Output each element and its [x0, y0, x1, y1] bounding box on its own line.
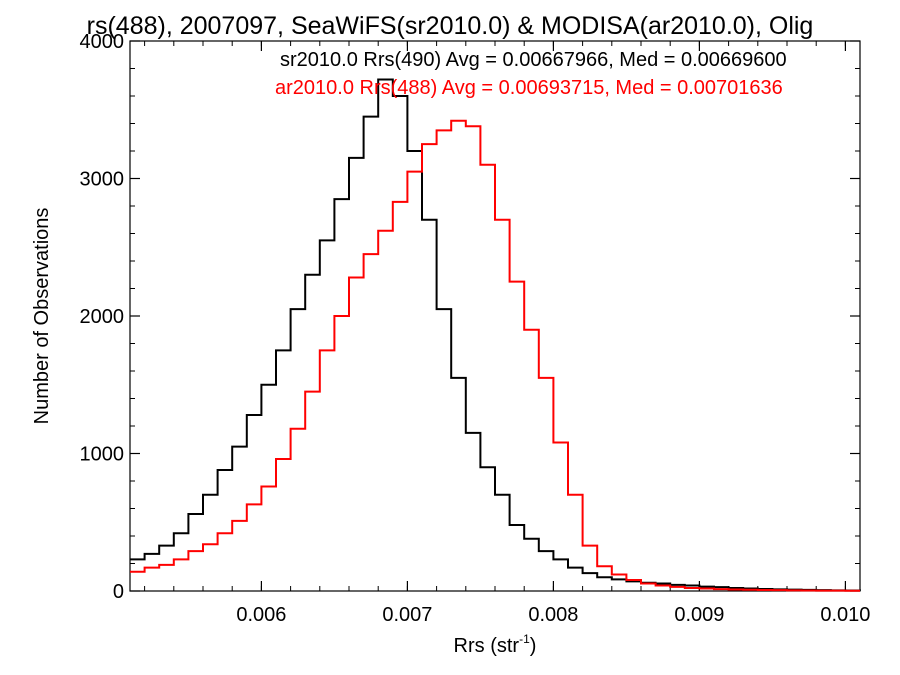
- series-line-sr2010.0: [130, 78, 861, 592]
- y-tick-label: 2000: [80, 306, 125, 328]
- y-tick-label: 4000: [80, 31, 125, 53]
- y-tick-label: 0: [113, 581, 124, 603]
- y-tick-label: 1000: [80, 444, 125, 466]
- legend-entry-ar2010: ar2010.0 Rrs(488) Avg = 0.00693715, Med …: [275, 77, 783, 99]
- x-axis-label-sup: -1: [519, 632, 530, 646]
- series-line-ar2010.0: [130, 119, 860, 592]
- x-axis-label-main: Rrs (str: [454, 635, 520, 657]
- y-axis-ticks: 0 1000 2000 3000 4000: [80, 31, 860, 603]
- x-tick-label: 0.010: [820, 604, 870, 626]
- plot-frame: [129, 40, 861, 592]
- series-layer: [130, 78, 861, 592]
- y-tick-label: 3000: [80, 169, 125, 191]
- x-axis-label-end: ): [530, 635, 537, 657]
- x-tick-label: 0.007: [382, 604, 432, 626]
- x-tick-label: 0.006: [236, 604, 286, 626]
- legend-entry-sr2010: sr2010.0 Rrs(490) Avg = 0.00667966, Med …: [280, 49, 787, 71]
- x-axis-ticks: 0.006 0.007 0.008 0.009 0.010: [144, 41, 870, 626]
- x-tick-label: 0.009: [674, 604, 724, 626]
- x-tick-label: 0.008: [528, 604, 578, 626]
- x-axis-label: Rrs (str-1): [454, 632, 537, 657]
- y-axis-label: Number of Observations: [31, 208, 53, 425]
- chart-title: rs(488), 2007097, SeaWiFS(sr2010.0) & MO…: [87, 12, 814, 40]
